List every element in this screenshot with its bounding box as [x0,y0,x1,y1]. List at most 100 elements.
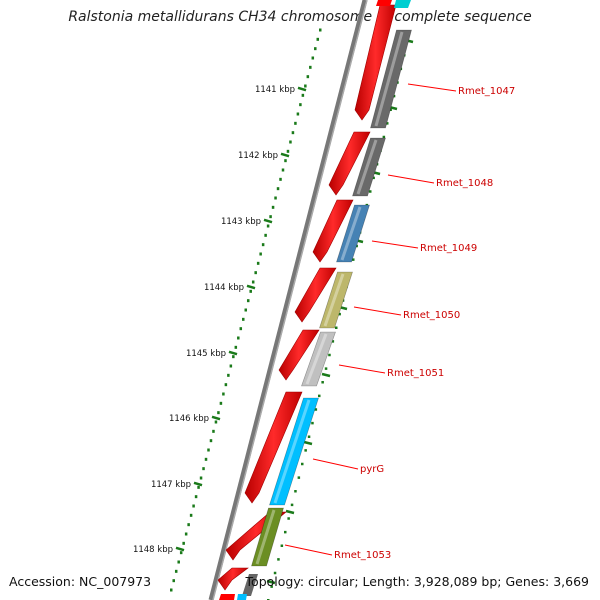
ruler-minor-tick [256,261,260,265]
ring-major-tick [285,509,295,515]
accession-value: NC_007973 [79,574,152,589]
gene-feature-partial [394,0,411,8]
ruler-minor-tick [212,429,215,433]
ruler-minor-tick [261,243,265,247]
ring-minor-tick [338,312,341,316]
gene-feature[interactable] [352,137,386,197]
gene-label[interactable]: Rmet_1049 [420,243,477,254]
topology-separator: ; [354,574,359,589]
ring-minor-tick [284,530,287,534]
gene-feature-highlight [273,399,311,504]
ring-minor-tick [280,544,284,547]
ruler-minor-tick [301,93,305,97]
gene-label-leader [387,174,435,184]
ruler-minor-tick [276,187,280,191]
gene-feature-highlight [323,273,345,327]
ruler-minor-tick [219,401,223,405]
gene-feature[interactable] [251,507,284,567]
ring-minor-tick [318,394,321,398]
ruler-minor-tick [194,495,198,499]
gene-feature[interactable] [319,271,353,329]
ruler-minor-tick [254,271,257,275]
ruler-minor-tick [289,140,292,144]
ruler-minor-tick [227,373,230,377]
ring-minor-tick [297,476,301,479]
cds-arrow-red [278,329,320,381]
ruler-minor-tick [187,523,190,527]
gene-label[interactable]: Rmet_1048 [436,178,493,189]
genes-value: 3,669 [553,574,589,589]
ruler-minor-tick [251,280,255,284]
ring-minor-tick [273,571,277,575]
ruler-minor-tick [184,532,188,536]
accession-info: Accession: NC_007973 [9,574,151,589]
ring-minor-tick [314,408,318,411]
ruler-minor-tick [286,149,290,153]
cds-arrow-red-partial [376,0,392,6]
ring-minor-tick [324,367,328,370]
ruler-minor-tick [316,37,320,41]
ruler-tick-label: 1143 kbp [221,217,261,227]
cds-arrow-red [217,567,249,591]
ruler-minor-tick [199,476,203,480]
backbone-highlight [212,0,368,600]
gene-label[interactable]: Rmet_1051 [387,368,444,379]
ruler-minor-tick [294,121,297,125]
ruler-tick-label: 1146 kbp [169,414,209,424]
ruler-minor-tick [274,196,277,200]
ring-minor-tick [389,108,392,111]
gene-feature-highlight [305,333,328,385]
gene-feature[interactable] [301,331,336,387]
ring-minor-tick [321,381,324,384]
gene-label-leader [284,544,333,556]
gene-label-leader [312,458,359,470]
gene-feature-highlight [356,139,378,195]
ruler-minor-tick [271,205,275,209]
length-separator: ; [497,574,502,589]
ruler-major-tick [263,218,273,224]
gene-track [217,0,412,600]
ruler-minor-tick [229,364,233,368]
ruler-minor-tick [202,467,205,471]
ring-minor-tick [270,585,273,588]
ruler-major-tick [211,415,221,421]
cds-arrow-red-partial [219,594,235,600]
gene-label-leader [407,83,457,92]
gene-feature-highlight [255,509,276,565]
ruler-major-tick [228,350,238,356]
ring-minor-tick [335,326,338,329]
gene-label-leader [338,364,386,374]
ruler-minor-tick [244,308,247,312]
gene-label[interactable]: Rmet_1053 [334,550,391,561]
ruler-minor-tick [242,317,245,321]
gene-feature-partial [237,594,247,600]
ring-minor-tick [307,435,311,438]
ring-minor-tick [369,190,372,193]
ring-major-tick [303,440,313,446]
gene-label[interactable]: Rmet_1050 [403,310,460,321]
sequence-info: Topology: circular; Length: 3,928,089 bp… [246,574,589,589]
gene-label[interactable]: Rmet_1047 [458,86,515,97]
gene-feature[interactable] [269,397,319,506]
gene-feature[interactable] [370,29,412,129]
ruler-minor-tick [299,103,302,107]
ring-minor-tick [392,94,396,98]
ruler-minor-tick [207,448,210,452]
genes-label: Genes: [505,574,550,589]
cds-arrow-red [312,199,354,263]
ruler-minor-tick [217,411,220,415]
ruler-minor-tick [179,551,183,555]
topology-label: Topology: [245,574,305,589]
ruler-minor-tick [234,345,238,349]
ruler-major-tick [246,284,256,290]
ruler-major-tick [297,86,307,92]
ruler-major-tick [193,481,203,487]
gene-feature-highlight [340,206,362,261]
length-label: Length: [362,574,410,589]
gene-feature[interactable] [336,204,370,263]
ruler-minor-tick [311,56,315,60]
gene-label[interactable]: pyrG [360,464,384,475]
ring-minor-tick [372,176,375,180]
ruler-minor-tick [189,513,193,517]
ruler-minor-tick [209,439,213,443]
